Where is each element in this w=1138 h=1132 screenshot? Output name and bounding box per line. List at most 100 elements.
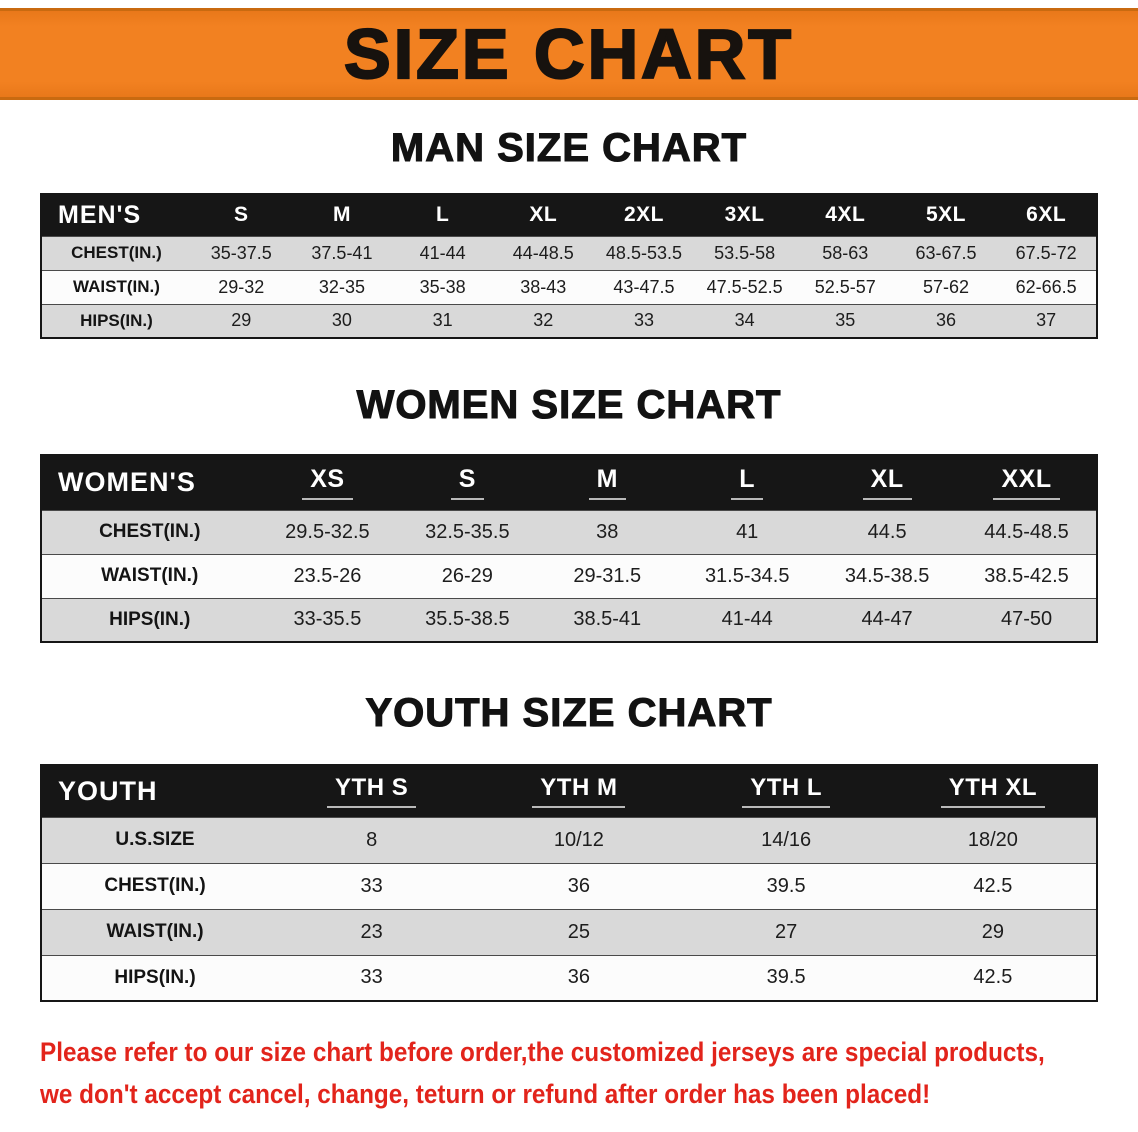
table-header-row: WOMEN'S XS S M L XL XXL	[41, 455, 1097, 510]
size-value: 48.5-53.5	[593, 235, 695, 270]
size-value: 39.5	[682, 954, 890, 1001]
size-column-header-label: YTH L	[742, 774, 831, 809]
size-value: 44-48.5	[492, 235, 594, 270]
size-value: 44.5	[817, 509, 958, 554]
size-value: 36	[895, 303, 997, 338]
women-size-table: WOMEN'S XS S M L XL XXL CHEST(IN.) 29.5-32.5 32.…	[40, 454, 1098, 643]
size-column-header-label: XS	[302, 465, 353, 501]
size-column-header: M	[537, 455, 678, 510]
size-value: 58-63	[794, 235, 896, 270]
size-value: 35-37.5	[190, 235, 292, 270]
size-value: 29	[190, 303, 292, 338]
size-column-header-label: L	[435, 203, 450, 227]
size-value: 37	[996, 303, 1097, 338]
size-value: 31	[392, 303, 493, 338]
size-value: 38-43	[492, 269, 594, 304]
size-column-header-label: XXL	[993, 465, 1060, 501]
table-row: CHEST(IN.) 29.5-32.5 32.5-35.5 38 41 44.5 44.5…	[41, 509, 1097, 554]
youth-section-title: YOUTH SIZE CHART	[365, 690, 773, 735]
size-value: 29-32	[190, 269, 292, 304]
size-column-header: 2XL	[593, 194, 695, 236]
size-value: 47-50	[957, 597, 1097, 642]
banner-title: SIZE CHART	[343, 14, 794, 94]
size-column-header: 6XL	[996, 194, 1097, 236]
size-column-header-label: YTH XL	[940, 774, 1046, 809]
size-value: 39.5	[682, 862, 890, 909]
table-corner-label: WOMEN'S	[41, 455, 258, 510]
size-column-header-label: M	[332, 203, 351, 227]
size-value: 8	[268, 816, 476, 863]
size-value: 35	[794, 303, 896, 338]
size-value: 36	[475, 954, 683, 1001]
size-value: 38	[537, 509, 678, 554]
size-column-header-label: M	[588, 465, 626, 501]
size-value: 47.5-52.5	[694, 269, 795, 304]
size-value: 42.5	[889, 954, 1097, 1001]
size-value: 57-62	[895, 269, 997, 304]
table-row: HIPS(IN.) 29 30 31 32 33 34 35 36 37	[41, 303, 1097, 338]
size-value: 62-66.5	[996, 269, 1097, 304]
size-value: 38.5-41	[537, 597, 678, 642]
size-value: 31.5-34.5	[677, 553, 818, 598]
size-value: 29.5-32.5	[257, 509, 398, 554]
size-value: 36	[475, 862, 683, 909]
size-value: 33	[593, 303, 695, 338]
size-column-header: YTH L	[682, 765, 890, 817]
size-column-header: YTH S	[268, 765, 476, 817]
size-column-header-label: MEN'S	[58, 200, 142, 229]
size-column-header: XXL	[957, 455, 1097, 510]
size-value: 33	[268, 862, 476, 909]
table-row: WAIST(IN.) 29-32 32-35 35-38 38-43 43-47.5 47.…	[41, 269, 1097, 304]
size-column-header: S	[190, 194, 292, 236]
measurement-label: HIPS(IN.)	[41, 954, 269, 1001]
size-value: 32	[492, 303, 594, 338]
size-value: 63-67.5	[895, 235, 997, 270]
size-value: 53.5-58	[694, 235, 795, 270]
size-value: 32.5-35.5	[397, 509, 538, 554]
youth-size-section: YOUTH SIZE CHART YOUTH YTH S YTH M YTH L YTH…	[0, 690, 1138, 1002]
size-value: 10/12	[475, 816, 683, 863]
size-value: 52.5-57	[794, 269, 896, 304]
measurement-label: WAIST(IN.)	[41, 269, 191, 304]
disclaimer-line-1: Please refer to our size chart before or…	[40, 1037, 1045, 1067]
table-row: CHEST(IN.) 35-37.5 37.5-41 41-44 44-48.5 48.5…	[41, 235, 1097, 270]
women-table-body: CHEST(IN.) 29.5-32.5 32.5-35.5 38 41 44.5 44.5…	[41, 509, 1097, 642]
measurement-label: CHEST(IN.)	[41, 509, 258, 554]
size-value: 23.5-26	[257, 553, 398, 598]
size-value: 34	[694, 303, 795, 338]
size-value: 29	[889, 908, 1097, 955]
size-column-header-label: 6XL	[1026, 203, 1067, 227]
men-size-table: MEN'S S M L XL 2XL 3XL 4XL 5XL 6XL CHEST(IN.) 35-3…	[40, 193, 1098, 339]
size-column-header-label: 2XL	[623, 203, 664, 227]
size-column-header: M	[291, 194, 393, 236]
size-value: 41-44	[677, 597, 818, 642]
size-column-header: L	[392, 194, 493, 236]
size-column-header-label: XL	[529, 203, 558, 227]
table-header-row: YOUTH YTH S YTH M YTH L YTH XL	[41, 765, 1097, 817]
size-column-header-label: L	[731, 465, 764, 501]
youth-size-table: YOUTH YTH S YTH M YTH L YTH XL U.S.SIZE 8 10/1…	[40, 764, 1098, 1002]
size-value: 38.5-42.5	[957, 553, 1097, 598]
banner: SIZE CHART	[0, 8, 1138, 100]
size-column-header-label: XL	[862, 465, 912, 501]
size-column-header-label: YTH S	[327, 774, 417, 809]
size-value: 41-44	[392, 235, 493, 270]
measurement-label: WAIST(IN.)	[41, 553, 258, 598]
youth-table-header: YOUTH YTH S YTH M YTH L YTH XL	[41, 765, 1097, 817]
disclaimer-line-2: we don't accept cancel, change, teturn o…	[40, 1078, 931, 1109]
youth-table-body: U.S.SIZE 8 10/12 14/16 18/20 CHEST(IN.) 33 36 39…	[41, 816, 1097, 1001]
measurement-label: WAIST(IN.)	[41, 908, 269, 955]
size-value: 34.5-38.5	[817, 553, 958, 598]
size-value: 42.5	[889, 862, 1097, 909]
size-column-header: 5XL	[895, 194, 997, 236]
size-column-header: 3XL	[694, 194, 795, 236]
size-column-header-label: 5XL	[925, 203, 966, 227]
size-value: 23	[268, 908, 476, 955]
measurement-label: HIPS(IN.)	[41, 597, 258, 642]
size-column-header: L	[677, 455, 818, 510]
size-column-header: XL	[817, 455, 958, 510]
table-row: HIPS(IN.) 33 36 39.5 42.5	[41, 954, 1097, 1001]
table-row: HIPS(IN.) 33-35.5 35.5-38.5 38.5-41 41-44 44-…	[41, 597, 1097, 642]
size-column-header-label: WOMEN'S	[58, 467, 196, 498]
size-value: 67.5-72	[996, 235, 1097, 270]
